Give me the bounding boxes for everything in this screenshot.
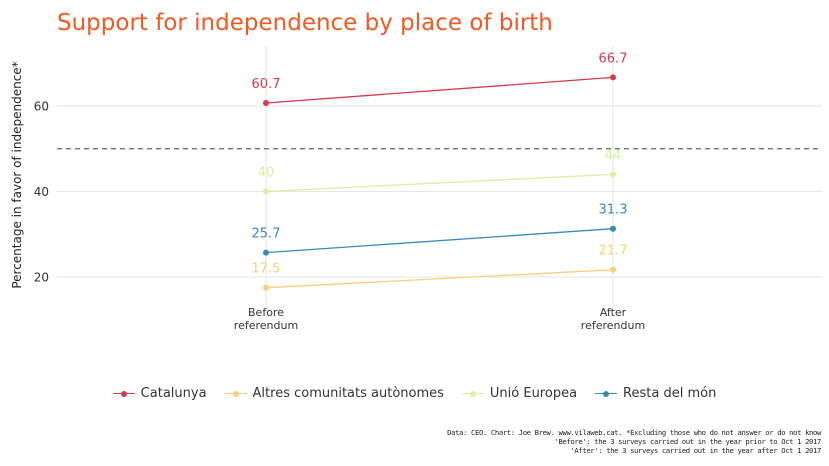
chart-title: Support for independence by place of bir… (57, 10, 553, 36)
data-label: 25.7 (252, 227, 281, 242)
legend-label: Catalunya (140, 386, 207, 401)
data-point (263, 284, 269, 291)
data-point (263, 188, 269, 195)
y-tick-label: 60 (34, 100, 49, 114)
y-tick-label: 20 (34, 271, 49, 285)
caption-line-1: Data: CEO. Chart: Joe Brew. www.vilaweb.… (447, 428, 821, 437)
series-line (265, 173, 614, 193)
series-line (265, 76, 614, 104)
data-label: 66.7 (599, 51, 628, 66)
data-point (610, 266, 616, 273)
legend-label: Resta del món (623, 386, 717, 401)
legend-item: Unió Europea (461, 386, 578, 401)
data-label: 21.7 (599, 244, 628, 259)
legend-item: Catalunya (112, 386, 207, 401)
legend-key (595, 389, 618, 399)
legend-item: Altres comunitats autònomes (224, 386, 444, 401)
data-label: 44 (605, 148, 622, 163)
series-line (265, 228, 614, 254)
legend: Catalunya Altres comunitats autònomes Unió… (0, 386, 829, 401)
data-label: 60.7 (252, 77, 281, 92)
legend-key (224, 389, 247, 399)
legend-label: Altres comunitats autònomes (252, 386, 444, 401)
x-tick-label: After referendum (581, 306, 645, 332)
caption-line-2: 'Before': the 3 surveys carried out in t… (554, 437, 822, 446)
legend-key (461, 389, 484, 399)
legend-item: Resta del món (595, 386, 716, 401)
data-point (610, 171, 616, 178)
x-tick-label: Before referendum (234, 306, 298, 332)
data-label: 40 (258, 166, 275, 181)
series-line (265, 269, 614, 289)
data-point (263, 100, 269, 107)
y-tick-label: 40 (34, 185, 49, 199)
caption-line-3: 'After': the 3 surveys carried out in th… (570, 446, 821, 455)
caption: Data: CEO. Chart: Joe Brew. www.vilaweb.… (447, 428, 821, 455)
data-label: 17.5 (252, 262, 281, 277)
legend-label: Unió Europea (489, 386, 578, 401)
chart-svg: Support for independence by place of bir… (10, 10, 822, 332)
y-axis-label: Percentage in favor of independence* (10, 61, 24, 288)
legend-key (112, 389, 135, 399)
data-point (263, 249, 269, 256)
data-point (610, 225, 616, 232)
data-label: 31.3 (599, 203, 628, 218)
data-point (610, 74, 616, 81)
